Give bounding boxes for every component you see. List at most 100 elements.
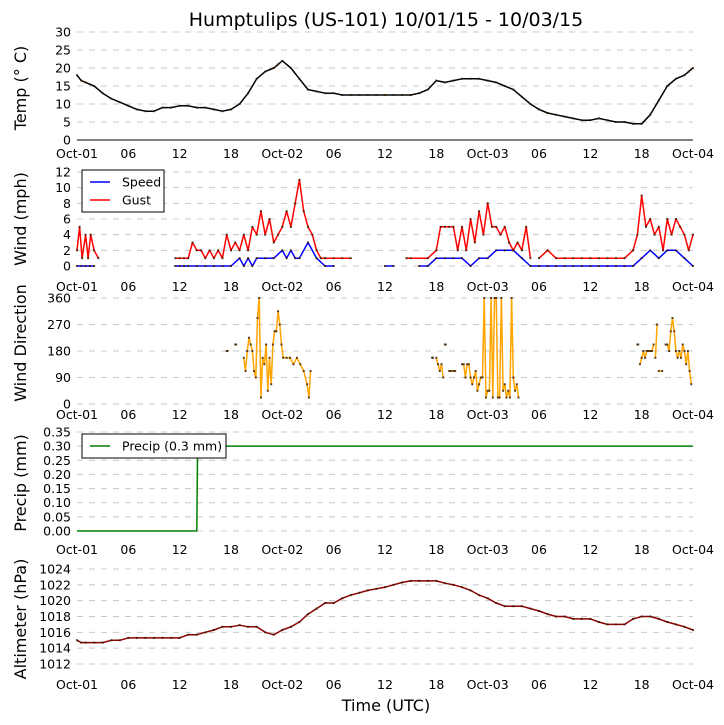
data-point [472, 376, 475, 379]
data-point [520, 95, 523, 98]
data-point [529, 607, 532, 610]
data-point [469, 77, 472, 80]
data-point [662, 249, 665, 252]
data-point [606, 257, 609, 260]
data-point [650, 350, 653, 352]
x-tick-label: 06 [120, 146, 136, 161]
data-point [469, 376, 472, 379]
x-tick-label: 18 [223, 279, 239, 294]
data-point [439, 225, 442, 228]
data-point [375, 94, 378, 96]
data-point [315, 90, 318, 93]
data-point [666, 218, 669, 220]
data-point [474, 370, 477, 373]
data-point [486, 79, 489, 82]
data-point [247, 257, 250, 260]
data-point [495, 81, 498, 84]
x-tick-label: 18 [223, 407, 239, 422]
x-tick-label: 06 [531, 407, 547, 422]
data-point [89, 233, 92, 236]
data-point [426, 579, 429, 582]
data-point [278, 323, 281, 326]
x-tick-label: Oct-04 [672, 146, 714, 161]
x-tick-label: 12 [582, 407, 598, 422]
data-point [366, 94, 369, 96]
series-line-altimeter [76, 580, 694, 644]
x-tick-label: 18 [428, 146, 444, 161]
data-point [281, 628, 284, 631]
data-point [538, 265, 540, 267]
x-tick-label: 12 [377, 279, 393, 294]
x-tick-label: 18 [223, 677, 239, 692]
data-point [84, 233, 87, 236]
data-point [84, 641, 87, 644]
x-tick-label: 18 [634, 542, 650, 557]
data-point [640, 615, 643, 618]
data-point [281, 225, 284, 228]
data-point [270, 383, 273, 386]
data-point [255, 625, 258, 628]
data-point [212, 265, 215, 267]
data-point [298, 257, 301, 260]
data-point [230, 108, 232, 111]
data-point [657, 370, 660, 373]
data-point [375, 587, 378, 590]
data-point [178, 265, 181, 267]
data-point [153, 110, 155, 113]
data-point [495, 297, 498, 299]
data-point [384, 586, 386, 589]
data-point [546, 613, 549, 616]
data-point [93, 265, 96, 267]
data-point [426, 265, 429, 267]
y-tick-label: 2 [63, 243, 71, 258]
data-point [315, 249, 318, 252]
data-point [384, 265, 386, 267]
data-point [520, 605, 523, 608]
data-point [440, 363, 443, 366]
data-point [644, 225, 647, 228]
series-line-gust [76, 226, 100, 259]
data-point [623, 265, 626, 267]
data-point [687, 249, 690, 252]
data-point [676, 356, 679, 359]
data-point [515, 383, 518, 386]
data-point [456, 249, 459, 252]
x-tick-label: 06 [326, 146, 342, 161]
x-tick-label: Oct-01 [56, 542, 98, 557]
y-tick-label: 30 [55, 25, 71, 40]
x-tick-label: 12 [377, 146, 393, 161]
data-point [546, 112, 549, 114]
data-point [225, 233, 228, 236]
x-tick-label: Oct-04 [672, 677, 714, 692]
data-point [538, 108, 540, 111]
data-point [683, 625, 686, 628]
data-point [503, 225, 506, 228]
x-tick-label: 06 [120, 542, 136, 557]
data-point [324, 92, 327, 95]
data-point [664, 343, 667, 346]
data-point [649, 113, 652, 116]
x-tick-label: 12 [582, 146, 598, 161]
data-point [178, 636, 181, 639]
data-point [478, 383, 481, 386]
data-point [656, 323, 659, 326]
data-point [520, 257, 523, 260]
data-point [484, 396, 487, 399]
data-point [101, 641, 104, 644]
data-point [678, 350, 681, 352]
data-point [135, 108, 138, 111]
data-point [623, 257, 626, 260]
data-point [392, 94, 395, 96]
data-point [666, 249, 669, 252]
data-point [464, 376, 467, 379]
data-point [636, 233, 639, 236]
data-point [242, 233, 245, 236]
data-point [478, 257, 481, 260]
panel-precip: 0.000.050.100.150.200.250.300.35 Oct-01 06… [11, 425, 714, 558]
data-point [182, 265, 185, 267]
data-point [118, 639, 121, 642]
data-point [366, 589, 369, 592]
data-point [512, 376, 515, 379]
data-point [235, 343, 238, 346]
data-point [97, 257, 100, 260]
